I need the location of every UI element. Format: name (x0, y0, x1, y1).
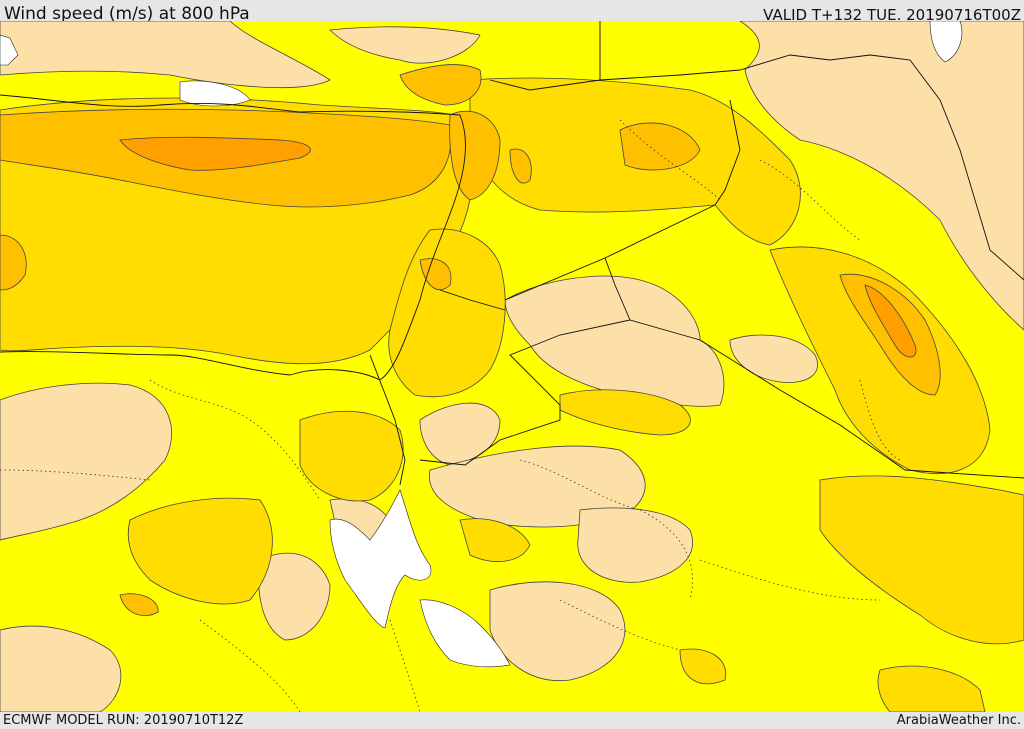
footer-bar (0, 712, 1024, 729)
model-run-label: ECMWF MODEL RUN: 20190710T12Z (3, 713, 244, 728)
map-title: Wind speed (m/s) at 800 hPa (4, 4, 250, 24)
admin-boundaries (0, 119, 901, 712)
peak-wind-areas (119, 136, 917, 358)
credit-label: ArabiaWeather Inc. (896, 713, 1021, 728)
water-bodies (0, 21, 963, 668)
wind-speed-map[interactable] (0, 21, 1024, 712)
country-borders (0, 21, 1024, 486)
header-bar (0, 0, 1024, 22)
low-wind-areas (0, 21, 1024, 712)
valid-time: VALID T+132 TUE. 20190716T00Z (763, 6, 1021, 24)
